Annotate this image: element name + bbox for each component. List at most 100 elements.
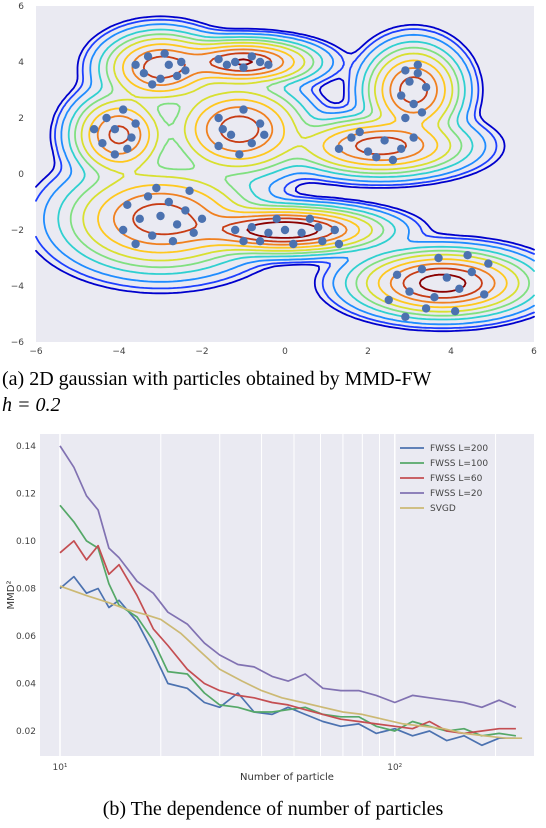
x-tick-label: −2 <box>195 347 208 357</box>
particle-point <box>272 214 281 223</box>
particle-point <box>413 69 422 78</box>
particle-point <box>297 228 306 237</box>
particle-point <box>218 125 227 134</box>
particle-point <box>160 49 169 58</box>
particle-point <box>455 284 464 293</box>
particle-point <box>214 113 223 123</box>
particle-point <box>247 52 256 61</box>
legend-label: FWSS L=60 <box>430 474 483 484</box>
x-axis-title: Number of particle <box>240 772 334 783</box>
particle-point <box>143 192 153 201</box>
particle-point <box>380 136 389 145</box>
particle-point <box>118 105 128 114</box>
particle-point <box>421 83 431 92</box>
particle-point <box>405 287 414 296</box>
x-tick-label: 6 <box>531 347 537 357</box>
particle-point <box>397 144 406 153</box>
contour-level-6 <box>80 37 520 313</box>
caption-a-line2: h = 0.2 <box>2 394 61 416</box>
particle-point <box>226 130 236 139</box>
particle-point <box>131 119 140 128</box>
particle-point <box>135 214 144 223</box>
particle-point <box>148 80 157 89</box>
particle-point <box>156 211 165 221</box>
y-tick-label: 0.12 <box>16 489 36 499</box>
caption-a-line1: (a) 2D gaussian with particles obtained … <box>2 368 432 390</box>
y-tick-label: 2 <box>18 114 24 124</box>
particle-point <box>334 144 344 153</box>
x-tick-label: 10¹ <box>52 763 67 773</box>
particle-point <box>168 237 178 246</box>
series-line <box>59 585 523 740</box>
contour-level-2 <box>35 18 535 330</box>
y-tick-label: 0.08 <box>16 584 36 594</box>
particle-point <box>421 304 431 313</box>
particle-point <box>413 60 422 69</box>
particle-point <box>347 133 356 142</box>
y-tick-label: 0.06 <box>16 632 36 642</box>
legend-label: SVGD <box>430 504 456 514</box>
particle-point <box>127 133 136 142</box>
particle-point <box>123 144 132 153</box>
particle-point <box>314 223 323 232</box>
x-axis-ticks: −6 −4 −2 0 2 4 6 <box>29 347 537 357</box>
x-tick-label: 0 <box>282 347 288 357</box>
particle-point <box>235 150 244 159</box>
caption-b: (b) The dependence of number of particle… <box>102 798 444 820</box>
particle-point <box>434 253 443 263</box>
x-tick-label: 4 <box>448 347 454 357</box>
x-tick-label: −6 <box>29 347 43 357</box>
particle-points <box>89 49 493 321</box>
x-axis-ticks: 10¹ 10² <box>52 763 402 773</box>
y-tick-label: 4 <box>18 58 24 68</box>
particle-point <box>164 60 173 69</box>
particle-point <box>260 130 269 139</box>
particle-point <box>388 155 398 165</box>
particle-point <box>231 57 240 67</box>
particle-point <box>189 228 198 237</box>
particle-point <box>484 259 493 268</box>
particle-point <box>255 57 265 67</box>
particle-point <box>247 223 256 232</box>
particle-point <box>143 52 153 61</box>
grid-lines <box>59 434 497 756</box>
particle-point <box>330 225 339 235</box>
particle-point <box>305 214 315 223</box>
particle-point <box>247 139 256 148</box>
particle-point <box>355 127 364 137</box>
particle-point <box>401 113 410 123</box>
particle-point <box>185 186 194 195</box>
particle-point <box>181 66 190 75</box>
particle-point <box>172 220 182 229</box>
particle-point <box>467 267 476 277</box>
legend-label: FWSS L=100 <box>430 459 488 469</box>
particle-point <box>89 125 99 134</box>
particle-point <box>156 74 165 84</box>
particle-point <box>280 225 290 235</box>
x-tick-label: 2 <box>365 347 371 357</box>
legend-label: FWSS L=20 <box>430 489 483 499</box>
particle-point <box>222 60 232 69</box>
particle-point <box>255 119 265 128</box>
particle-point <box>409 133 418 142</box>
particle-point <box>289 239 298 249</box>
y-axis-title: MMD² <box>6 581 17 610</box>
contour-level-5 <box>69 33 530 317</box>
particle-point <box>197 214 207 223</box>
particle-point <box>363 147 373 156</box>
particle-point <box>318 237 327 246</box>
particle-point <box>417 108 427 117</box>
particle-point <box>110 150 120 159</box>
y-tick-label: −2 <box>11 226 24 236</box>
particle-point <box>417 265 427 274</box>
particle-point <box>392 270 402 279</box>
particle-point <box>397 91 406 100</box>
particle-point <box>118 225 128 235</box>
particle-point <box>450 307 460 316</box>
particle-point <box>164 197 173 207</box>
particle-point <box>172 71 182 81</box>
particle-point <box>177 57 186 67</box>
legend: FWSS L=200 FWSS L=100 FWSS L=60 FWSS L=20 SV… <box>400 444 488 514</box>
y-axis-ticks: 0.14 0.12 0.10 0.08 0.06 0.04 0.02 <box>16 442 36 737</box>
particle-point <box>131 239 140 249</box>
